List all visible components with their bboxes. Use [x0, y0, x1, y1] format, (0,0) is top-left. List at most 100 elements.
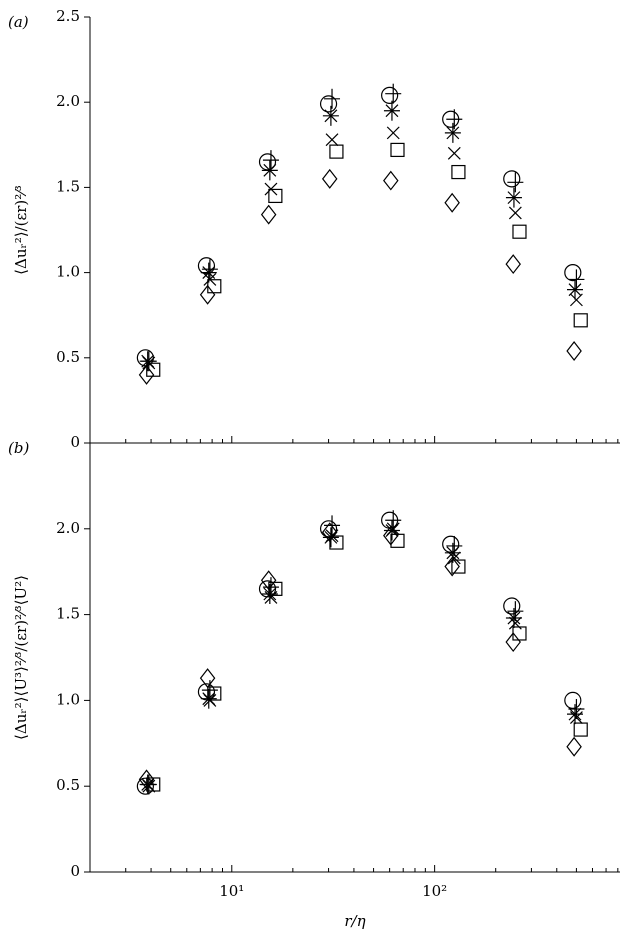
data-point [385, 83, 402, 104]
data-point [268, 188, 283, 204]
data-point [444, 542, 461, 563]
marker-stroke [447, 551, 461, 565]
y-tick-label: 1.5 [56, 605, 80, 623]
marker-shape [451, 164, 466, 180]
data-point [447, 146, 461, 160]
y-axis-label: ⟨Δuᵣ²⟩/(εr)²⁄³ [12, 185, 30, 275]
data-point [386, 522, 400, 536]
panel-label: (a) [8, 13, 29, 31]
y-tick-label: 0 [70, 862, 80, 880]
marker-shape [444, 192, 460, 213]
marker-stroke [446, 546, 460, 560]
data-point [383, 100, 400, 121]
data-point [207, 279, 222, 294]
marker-shape [512, 626, 527, 641]
marker-stroke [263, 587, 277, 601]
marker-shape [564, 691, 582, 710]
data-point [319, 95, 338, 113]
data-point [199, 284, 216, 305]
panel-label: (b) [8, 439, 29, 457]
marker-stroke [508, 206, 522, 220]
marker-stroke [325, 133, 339, 147]
y-axis-label: ⟨Δuᵣ²⟩⟨U³⟩²⁄³/(εr)²⁄³⟨U²⟩ [12, 575, 30, 740]
marker-stroke [569, 711, 583, 724]
data-point [566, 341, 582, 361]
data-point [573, 313, 588, 328]
marker-shape [505, 254, 521, 275]
marker-shape [503, 170, 521, 188]
marker-shape [383, 170, 399, 191]
data-point [503, 597, 521, 615]
marker-shape [207, 686, 222, 701]
x-tick-label: 10¹ [219, 882, 244, 900]
marker-shape [138, 769, 155, 790]
data-point [505, 187, 522, 208]
data-point [444, 556, 460, 577]
data-point [201, 259, 218, 280]
marker-shape [512, 224, 527, 239]
y-tick-label: 2.0 [56, 519, 80, 537]
data-point [512, 224, 527, 239]
y-tick-label: 0 [70, 433, 80, 451]
marker-shape [197, 257, 216, 275]
data-point [503, 170, 521, 188]
marker-shape [329, 535, 344, 550]
marker-shape [564, 264, 582, 282]
data-point [383, 170, 399, 191]
marker-shape [146, 362, 161, 377]
data-point [324, 88, 341, 109]
data-point [385, 510, 402, 531]
marker-shape [199, 668, 216, 689]
data-point [383, 525, 399, 546]
y-tick-label: 0.5 [56, 348, 80, 366]
marker-shape [566, 736, 582, 757]
marker-shape [566, 341, 582, 361]
marker-stroke [202, 266, 216, 280]
data-point [136, 777, 154, 795]
data-point [197, 683, 216, 701]
marker-stroke [264, 591, 278, 604]
marker-shape [390, 142, 405, 158]
marker-stroke [385, 104, 399, 118]
y-tick-label: 1.5 [56, 177, 80, 195]
marker-shape [444, 556, 460, 577]
y-tick-label: 2.0 [56, 92, 80, 110]
marker-shape [329, 144, 344, 159]
marker-shape [136, 777, 154, 795]
y-tick-label: 2.5 [56, 7, 80, 25]
marker-shape [197, 683, 216, 701]
data-point [325, 133, 339, 147]
data-point [566, 279, 583, 300]
data-point [199, 668, 216, 689]
data-point [568, 269, 585, 290]
data-point [451, 164, 466, 180]
marker-shape [138, 364, 155, 385]
marker-stroke [386, 126, 400, 140]
data-point [260, 570, 277, 591]
marker-shape [321, 168, 338, 189]
data-point [381, 86, 399, 104]
data-point [451, 559, 466, 574]
data-point [569, 711, 583, 724]
data-point [197, 257, 216, 275]
marker-shape [321, 522, 338, 543]
marker-shape [381, 86, 399, 104]
data-point [573, 722, 588, 737]
marker-stroke [446, 126, 460, 140]
marker-stroke [386, 522, 400, 536]
data-point [444, 122, 461, 143]
marker-stroke [447, 146, 461, 160]
marker-shape [319, 95, 338, 113]
data-point [508, 206, 522, 220]
data-point [329, 144, 344, 159]
marker-stroke [568, 707, 582, 721]
data-point [207, 686, 222, 701]
data-point [146, 362, 161, 377]
marker-shape [207, 279, 222, 294]
marker-stroke [569, 293, 583, 307]
marker-stroke [507, 191, 521, 205]
marker-shape [573, 313, 588, 328]
marker-shape [505, 632, 521, 653]
x-tick-label: 10² [422, 882, 447, 900]
